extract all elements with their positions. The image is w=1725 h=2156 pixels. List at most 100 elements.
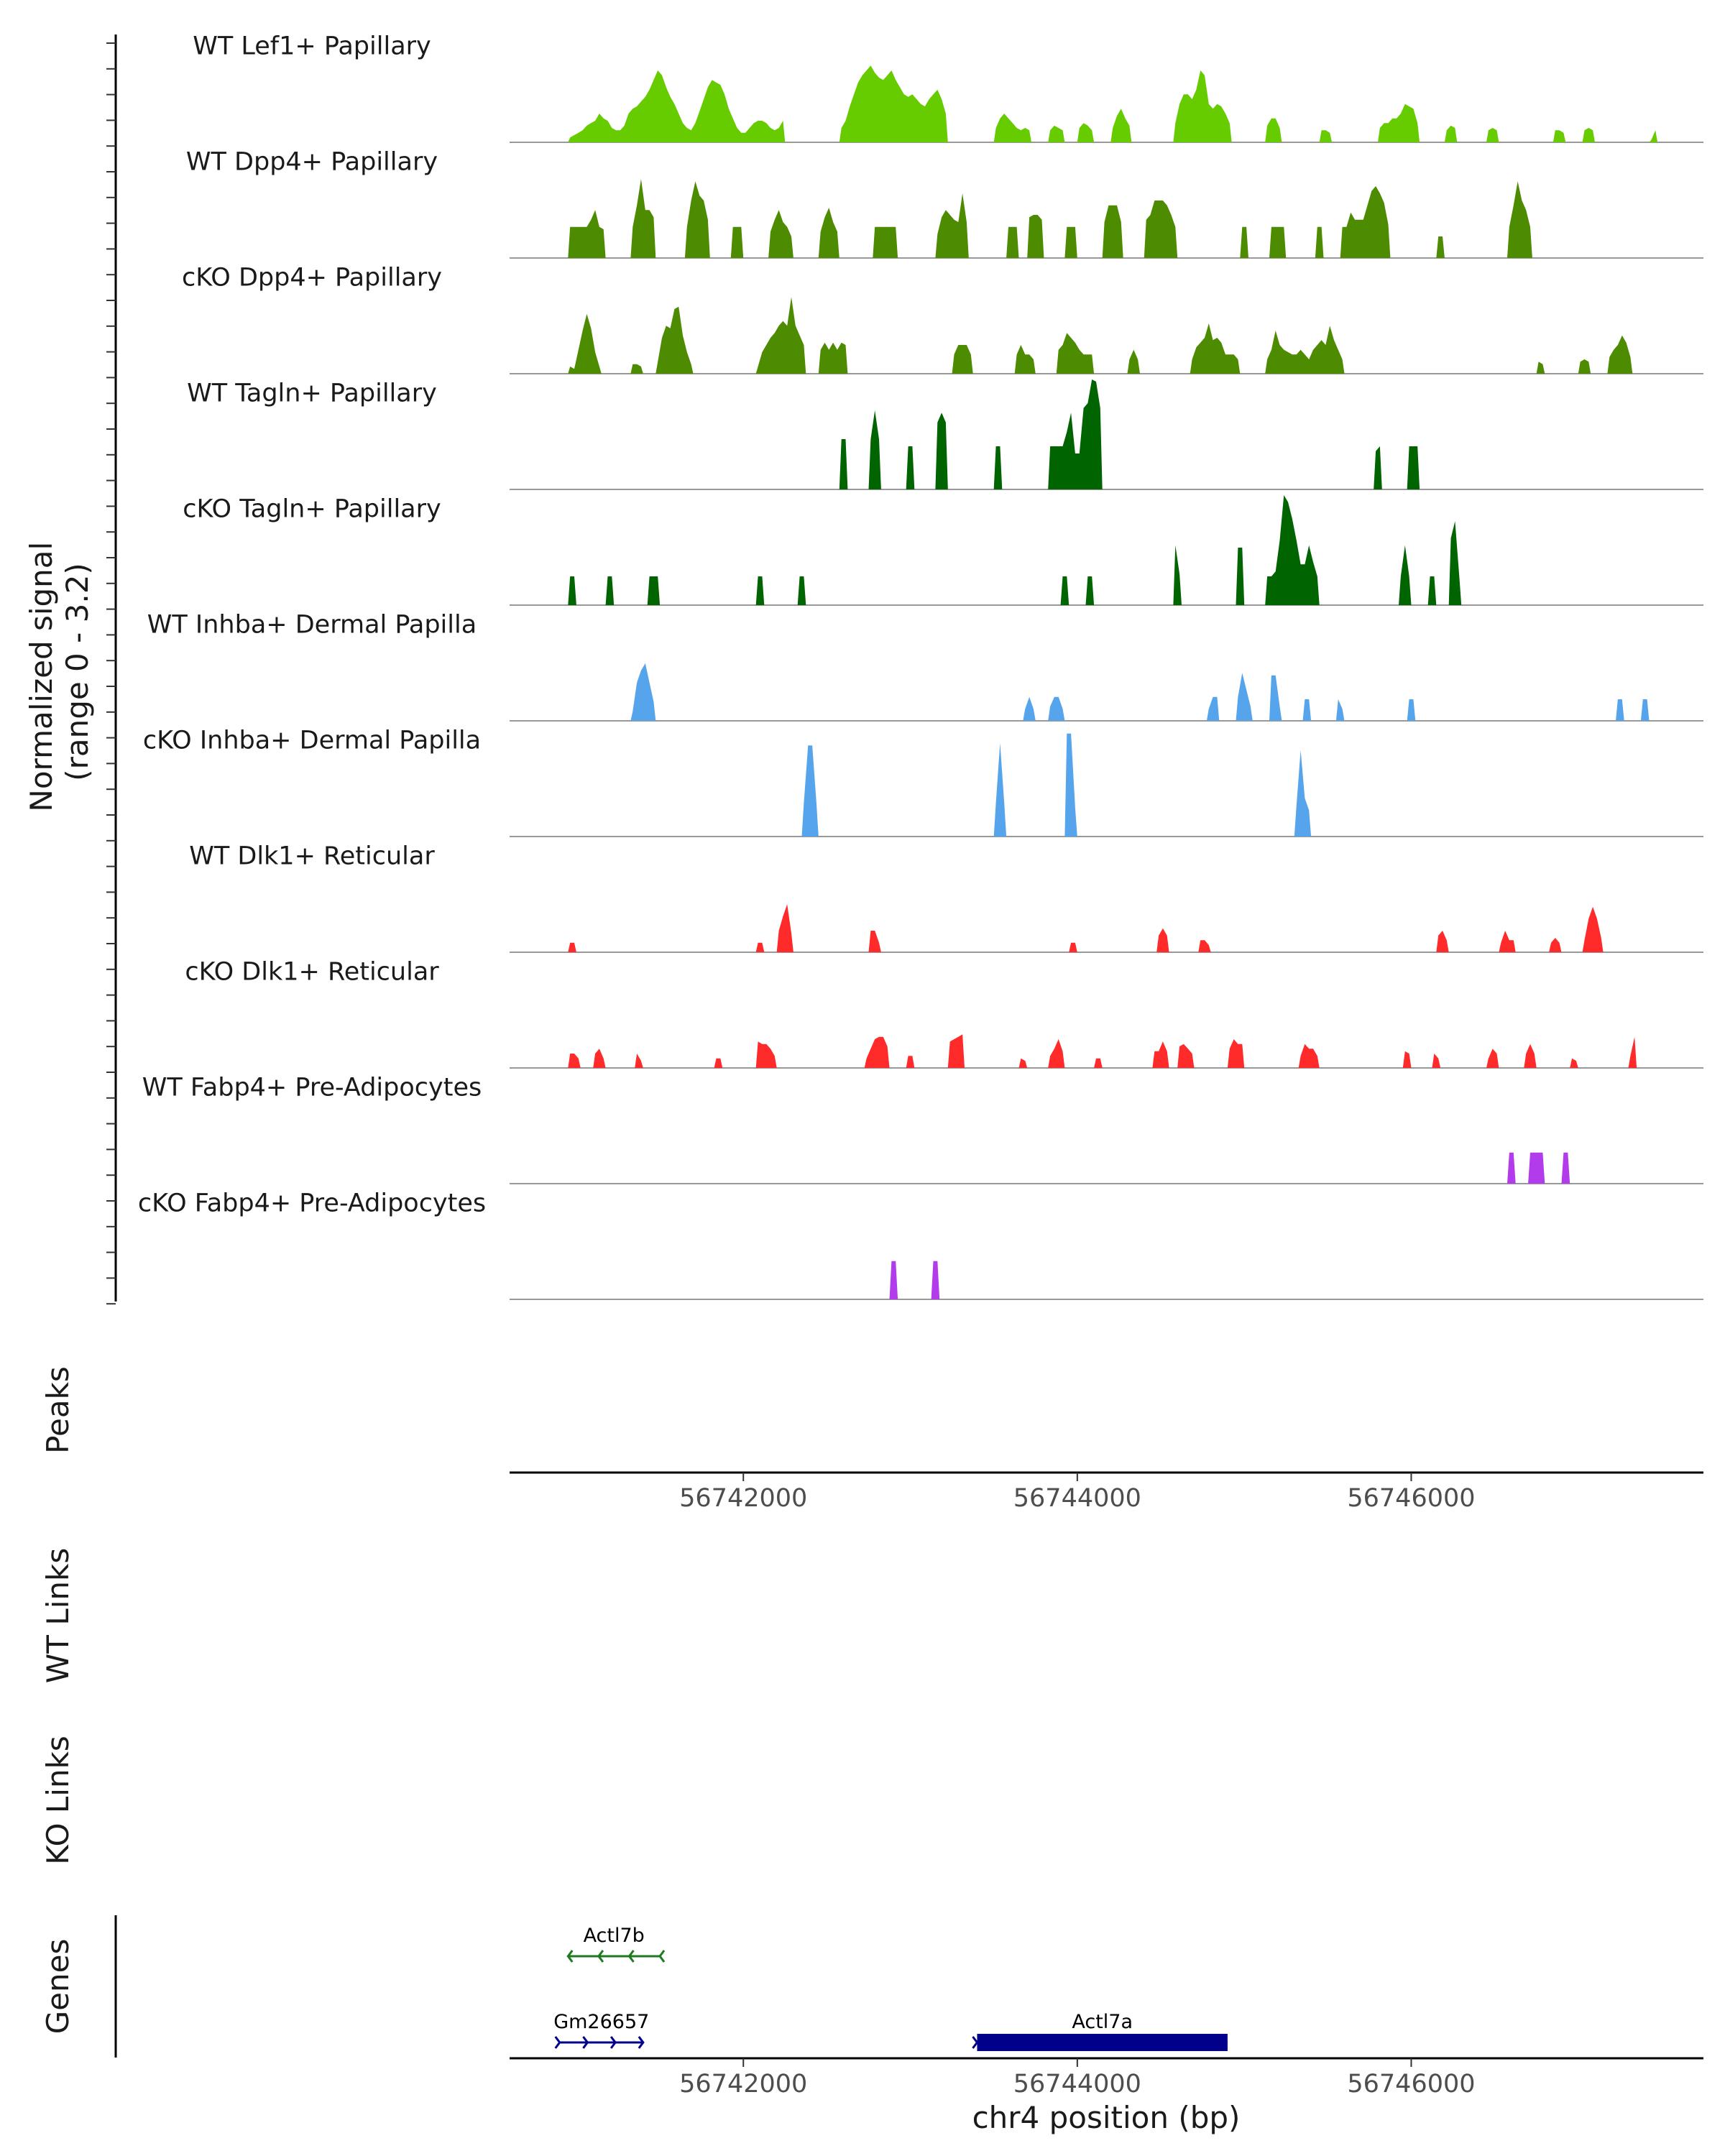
coverage-area	[1110, 109, 1132, 142]
coverage-area	[1407, 446, 1420, 489]
coverage-area	[947, 1034, 965, 1068]
track-label: WT Lef1+ Papillary	[193, 32, 431, 61]
coverage-area	[1486, 128, 1499, 142]
coverage-area	[868, 931, 881, 952]
coverage-area	[889, 1261, 898, 1299]
coverage-tracks: WT Lef1+ Papillary WT Dpp4+ Papillary cKO …	[138, 32, 1703, 1300]
wt-links-panel-title: WT Links	[40, 1548, 75, 1683]
coverage-area	[1236, 548, 1245, 605]
coverage-area	[1294, 750, 1312, 837]
coverage-area	[1427, 576, 1437, 605]
strand-arrow	[582, 2036, 589, 2049]
gene-label: Actl7a	[1072, 2011, 1133, 2033]
coverage-area	[1524, 1044, 1537, 1068]
x-axis-title: chr4 position (bp)	[972, 2100, 1241, 2135]
strand-arrow	[627, 1950, 635, 1963]
track-label: WT Dpp4+ Papillary	[186, 148, 438, 177]
coverage-area	[1640, 699, 1650, 721]
ko-links-panel: KO Links	[40, 1736, 75, 1865]
x-axis-tick-label: 56744000	[1013, 2070, 1141, 2099]
track-label: cKO Fabp4+ Pre-Adipocytes	[138, 1189, 486, 1218]
coverage-area	[1335, 699, 1345, 721]
track-label: WT Dlk1+ Reticular	[189, 842, 435, 871]
coverage-area	[630, 179, 656, 258]
track-wt-inhba-dermal-papilla: WT Inhba+ Dermal Papilla	[147, 611, 1703, 722]
y-axis-title: Normalized signal (range 0 - 3.2)	[24, 532, 95, 811]
coverage-area	[1173, 70, 1232, 142]
coverage-area	[1069, 942, 1077, 952]
coverage-area	[1048, 125, 1065, 142]
coverage-area	[1269, 226, 1287, 258]
coverage-area	[730, 226, 744, 258]
coverage-area	[1616, 699, 1624, 721]
coverage-area	[1407, 699, 1416, 721]
coverage-area	[630, 364, 643, 374]
genes-panel-title: Genes	[40, 1939, 75, 2035]
strand-arrow	[638, 2036, 645, 2049]
coverage-area	[1319, 130, 1333, 142]
coverage-area	[1236, 673, 1253, 721]
coverage-area	[1173, 545, 1182, 605]
coverage-area	[1582, 128, 1595, 142]
coverage-area	[1156, 928, 1169, 952]
coverage-area	[906, 446, 915, 489]
coverage-area	[1507, 1152, 1516, 1184]
coverage-area	[1399, 545, 1412, 605]
coverage-area	[993, 743, 1007, 837]
coverage-area	[605, 576, 615, 605]
y-axis-ticks	[106, 42, 116, 1305]
coverage-area	[1177, 1044, 1195, 1068]
coverage-area	[768, 210, 794, 258]
coverage-area	[1152, 1041, 1169, 1068]
ko-links-panel-title: KO Links	[40, 1736, 75, 1865]
coverage-area	[1265, 118, 1282, 142]
coverage-area	[593, 1049, 606, 1068]
y-axis-title-line-1: Normalized signal	[24, 542, 59, 812]
track-label: cKO Dpp4+ Papillary	[182, 264, 442, 292]
coverage-area	[839, 439, 848, 489]
coverage-area	[1014, 345, 1036, 374]
coverage-area	[1507, 181, 1532, 258]
strand-arrow	[658, 1950, 666, 1963]
coverage-area	[1528, 1152, 1545, 1184]
coverage-area	[1298, 1044, 1320, 1068]
coverage-area	[755, 576, 765, 605]
coverage-area	[755, 1041, 777, 1068]
coverage-area	[952, 345, 973, 374]
wt-links-panel: WT Links	[40, 1548, 75, 1683]
coverage-area	[714, 1058, 723, 1068]
coverage-area	[568, 313, 602, 374]
coverage-area	[1444, 125, 1458, 142]
x-axis-tick-label: 56742000	[679, 2070, 807, 2099]
strand-arrow	[597, 1950, 604, 1963]
genes-panel: Genes Actl7b Gm26657 Actl7a 56742000 567440…	[40, 1915, 1703, 2135]
coverage-area	[1048, 696, 1065, 721]
coverage-area	[873, 226, 898, 258]
coverage-area	[1302, 699, 1312, 721]
coverage-area	[1265, 495, 1320, 605]
coverage-area	[1190, 323, 1241, 374]
coverage-area	[1378, 103, 1420, 142]
coverage-area	[864, 1036, 890, 1068]
x-axis-tick-label: 56744000	[1013, 1484, 1141, 1513]
coverage-area	[1402, 1051, 1412, 1068]
coverage-area	[1607, 335, 1633, 374]
strand-arrow	[566, 1950, 574, 1963]
coverage-area	[1227, 1039, 1245, 1068]
coverage-area	[1064, 226, 1077, 258]
track-cko-fabp4-pre-adipocytes: cKO Fabp4+ Pre-Adipocytes	[138, 1189, 1703, 1300]
coverage-area	[1315, 226, 1324, 258]
coverage-area	[1536, 361, 1545, 374]
coverage-area	[1578, 359, 1591, 374]
coverage-area	[635, 1054, 643, 1068]
track-wt-fabp4-pre-adipocytes: WT Fabp4+ Pre-Adipocytes	[142, 1074, 1703, 1184]
track-label: cKO Inhba+ Dermal Papilla	[143, 727, 481, 755]
coverage-area	[568, 1054, 581, 1068]
coverage-area	[755, 942, 765, 952]
coverage-area	[1549, 938, 1562, 952]
coverage-area	[776, 904, 794, 952]
coverage-area	[656, 306, 694, 374]
coverage-area	[1240, 226, 1248, 258]
track-cko-tagln-papillary: cKO Tagln+ Papillary	[183, 495, 1703, 606]
coverage-area	[1048, 1039, 1065, 1068]
